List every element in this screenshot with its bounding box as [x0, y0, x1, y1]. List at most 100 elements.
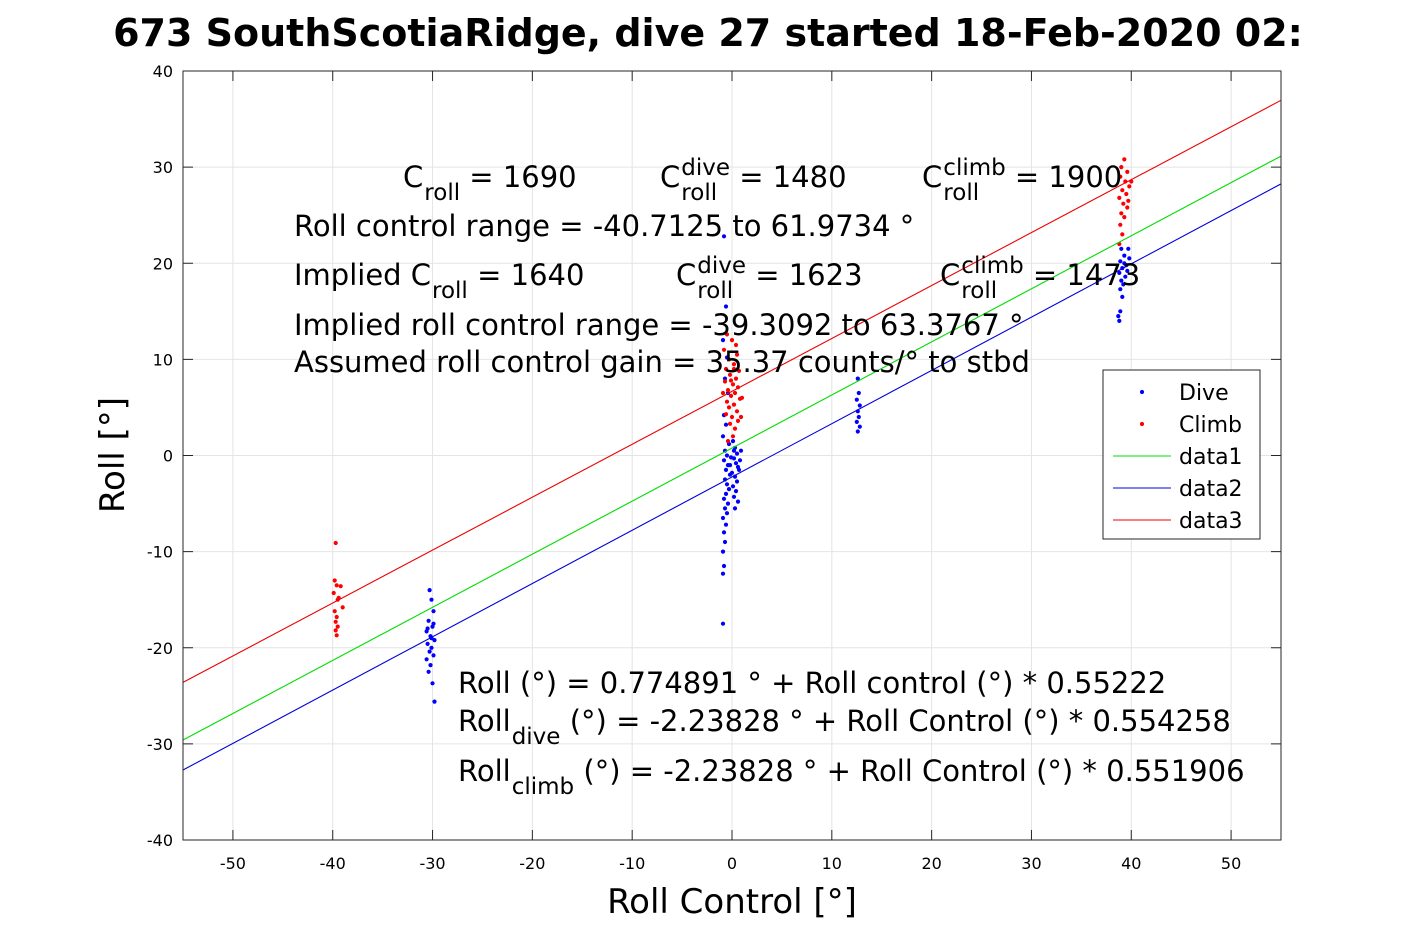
annot-implied-c-roll-2: Crollclimb = 1473: [940, 253, 1140, 304]
data-point: [731, 362, 737, 367]
x-tick-label: -50: [220, 854, 246, 873]
data-point: [1118, 309, 1123, 314]
x-tick-label: 50: [1221, 854, 1241, 873]
data-point: [429, 597, 434, 602]
data-point: [723, 412, 729, 417]
data-point: [724, 482, 730, 487]
legend-box: [1102, 369, 1261, 540]
data-point: [334, 614, 339, 620]
data-point: [730, 434, 736, 439]
data-point: [722, 376, 728, 381]
data-point: [729, 470, 735, 475]
data-point: [731, 402, 737, 407]
data-point: [725, 501, 731, 506]
data-point: [734, 409, 740, 414]
data-point: [730, 439, 736, 444]
data-point: [1120, 188, 1125, 193]
data-point: [738, 448, 744, 453]
series-line-data1: [182, 155, 1282, 741]
data-point: [720, 338, 726, 343]
data-point: [338, 584, 343, 589]
series-layer: [182, 99, 1282, 771]
y-tick-label: 20: [153, 254, 173, 273]
x-tick-label: 0: [727, 854, 737, 873]
data-point: [739, 395, 745, 400]
axes-frame: [182, 70, 1282, 841]
y-tick-label: -40: [147, 831, 173, 850]
data-point: [1122, 157, 1127, 162]
data-point: [331, 590, 336, 596]
data-point: [431, 653, 436, 658]
data-point: [735, 499, 741, 504]
data-point: [732, 426, 738, 431]
data-point: [733, 489, 739, 494]
data-point: [333, 628, 338, 633]
data-point: [723, 304, 729, 309]
data-point: [426, 618, 431, 623]
data-point: [734, 451, 740, 456]
legend-point-swatch: [1139, 421, 1145, 427]
annot-c-roll-1: Crolldive = 1480: [660, 155, 847, 206]
data-point: [334, 633, 339, 638]
data-point: [426, 669, 431, 674]
annot-implied-range: Implied roll control range = -39.3092 to…: [294, 308, 1024, 342]
data-point: [1127, 184, 1132, 189]
data-point: [721, 234, 727, 239]
annot-eq-roll-climb: Rollclimb (°) = -2.23828 ° + Roll Contro…: [458, 754, 1245, 800]
data-point: [731, 494, 737, 499]
data-point: [1119, 246, 1124, 251]
x-tick-label: -20: [519, 854, 545, 873]
data-point: [425, 641, 430, 647]
legend-label: Climb: [1179, 413, 1242, 438]
data-point: [736, 467, 742, 472]
data-point: [721, 563, 727, 569]
data-point: [734, 479, 740, 484]
annot-c-roll-2: Crollclimb = 1900: [922, 155, 1122, 206]
data-point: [334, 583, 339, 588]
data-point: [736, 368, 742, 373]
data-point: [720, 515, 726, 521]
data-point: [731, 366, 737, 372]
data-point: [723, 422, 729, 427]
data-point: [734, 352, 740, 357]
data-point: [427, 588, 432, 593]
data-point: [724, 332, 730, 337]
data-point: [1127, 256, 1132, 261]
x-tick-label: 10: [822, 854, 842, 873]
data-point: [726, 487, 732, 492]
x-tick-label: -10: [619, 854, 645, 873]
legend-entry-climb: Climb: [1139, 413, 1242, 438]
series-data2: [182, 183, 1282, 771]
x-tick-label: 40: [1121, 854, 1141, 873]
data-point: [722, 539, 728, 545]
y-tick-label: 40: [153, 62, 173, 81]
data-point: [722, 506, 728, 511]
annot-eq-roll: Roll (°) = 0.774891 ° + Roll control (°)…: [458, 666, 1166, 700]
data-point: [1118, 287, 1123, 292]
data-point: [1119, 278, 1124, 283]
data-point: [1117, 195, 1122, 200]
data-point: [728, 378, 734, 383]
data-point: [431, 621, 436, 626]
y-tick-label: 0: [163, 447, 173, 466]
data-point: [1119, 165, 1124, 170]
data-point: [728, 393, 734, 398]
data-point: [1124, 191, 1129, 197]
legend-label: data3: [1179, 509, 1243, 534]
data-point: [726, 405, 732, 410]
data-point: [428, 663, 433, 668]
data-point: [727, 463, 733, 468]
data-point: [738, 414, 744, 420]
y-tick-label: -30: [147, 735, 173, 754]
legend-entry-data2: data2: [1113, 477, 1243, 502]
data-point: [727, 372, 733, 377]
data-point: [720, 549, 726, 554]
tick-labels: -50 -40 -30 -20 -10 0 10 20 30 40 50 -40 -30 -20 -10 0 1…: [147, 62, 1241, 873]
data-point: [1117, 270, 1122, 275]
data-point: [1118, 222, 1123, 227]
chart-title: 673 SouthScotiaRidge, dive 27 started 18…: [113, 11, 1303, 55]
y-tick-label: -10: [147, 543, 173, 562]
data-point: [857, 424, 862, 429]
data-point: [335, 624, 340, 629]
data-point: [725, 388, 731, 393]
